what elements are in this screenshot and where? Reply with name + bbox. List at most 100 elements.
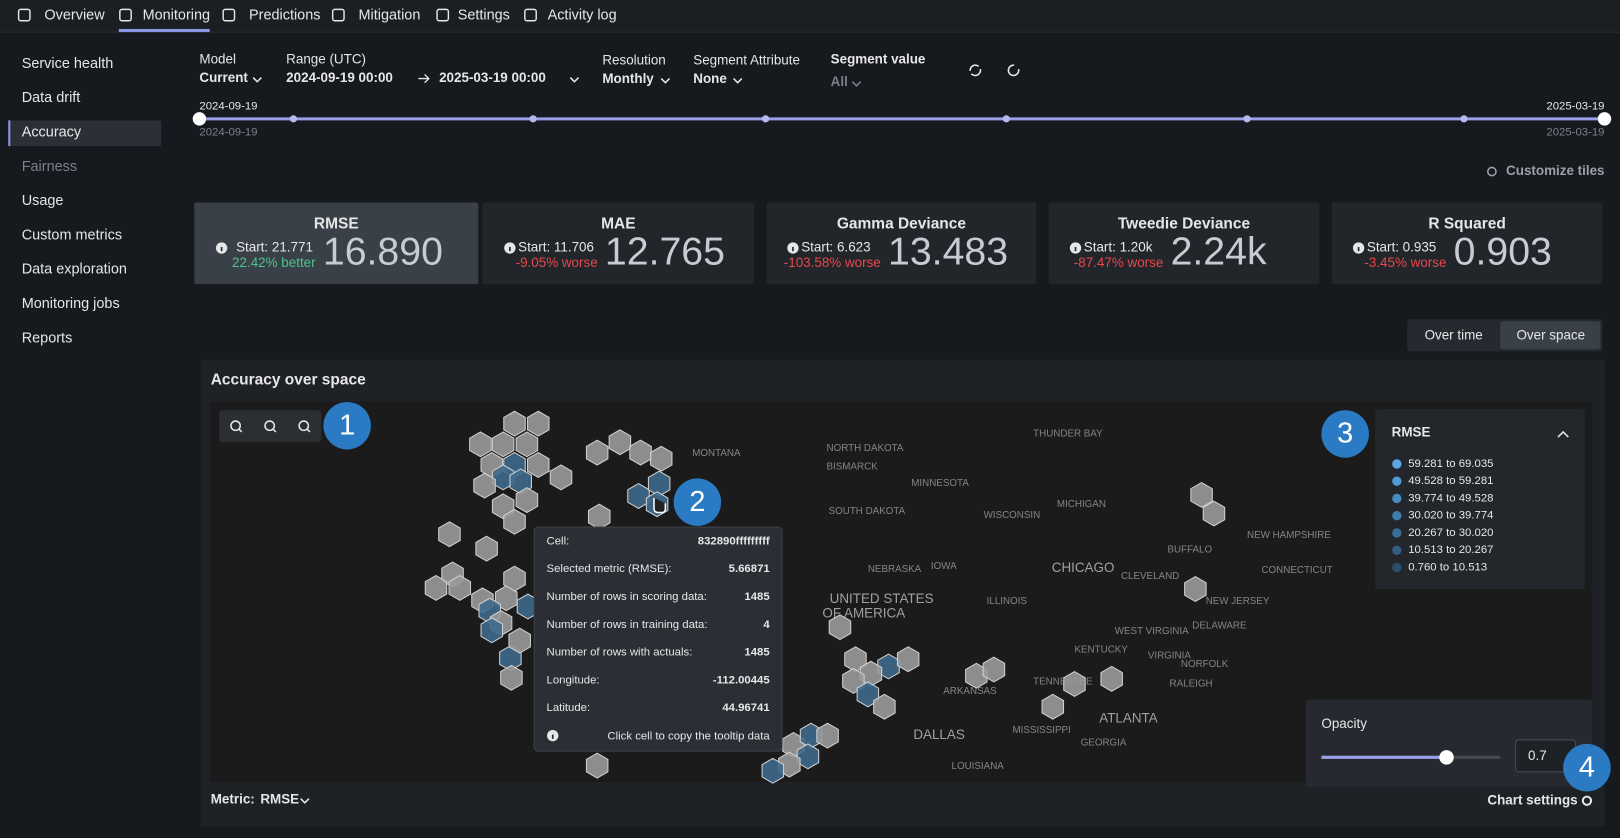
customize-tiles[interactable]: Customize tiles [1506, 163, 1604, 178]
nav-tab[interactable]: Mitigation [359, 7, 421, 23]
slider-thumb[interactable] [1439, 750, 1454, 765]
info-icon-mark [1357, 246, 1360, 252]
map-label: ATLANTA [1099, 711, 1157, 726]
legend-swatch [1392, 511, 1402, 521]
reset-button[interactable] [1007, 64, 1020, 77]
sidebar-item[interactable]: Accuracy [22, 125, 82, 141]
map-cell[interactable] [796, 743, 820, 770]
map-cell[interactable] [469, 431, 492, 458]
info-icon-mark [792, 246, 794, 252]
map-cell[interactable] [475, 535, 498, 562]
tooltip-value: 44.96741 [722, 702, 769, 714]
settings-icon [1581, 795, 1593, 806]
map-cell[interactable] [896, 646, 920, 673]
metric-label: Metric: [211, 791, 255, 806]
legend-label: 49.528 to 59.281 [1408, 475, 1493, 487]
map-cell[interactable] [585, 439, 609, 466]
metric-value[interactable]: RMSE [260, 791, 299, 806]
sidebar-item[interactable]: Monitoring jobs [22, 296, 120, 312]
map-cell[interactable] [585, 752, 609, 779]
metric-tile[interactable] [1331, 202, 1603, 285]
filter-label: Segment value [831, 52, 926, 67]
zoom-button[interactable] [230, 420, 241, 432]
map-cell[interactable] [503, 565, 526, 592]
map-cell[interactable] [508, 627, 531, 654]
nav-tab[interactable]: Predictions [249, 7, 321, 23]
map-cell[interactable] [515, 431, 539, 458]
nav-tab[interactable]: Monitoring [143, 7, 210, 23]
nav-tab[interactable]: Settings [458, 7, 510, 23]
tile-start: Start: 0.935 [1367, 240, 1436, 255]
map-cell[interactable] [649, 445, 673, 472]
sidebar-item[interactable]: Custom metrics [22, 227, 122, 243]
sidebar-item[interactable]: Service health [22, 56, 114, 72]
filter-value[interactable]: Monthly [602, 71, 654, 86]
active-tab-underline [118, 28, 210, 33]
map-cell[interactable] [424, 574, 448, 601]
range-arrow [418, 73, 430, 84]
map-cell[interactable] [473, 472, 496, 499]
map-cell[interactable] [816, 722, 839, 749]
metric-tile[interactable] [1048, 202, 1320, 285]
map-cell[interactable] [500, 664, 523, 691]
tile-start: Start: 6.623 [801, 240, 870, 255]
map-cell[interactable] [608, 429, 632, 456]
map-cell[interactable] [1063, 671, 1086, 698]
map-label: THUNDER BAY [1033, 429, 1103, 440]
panel-title: Accuracy over space [211, 371, 366, 388]
map-cell[interactable] [1190, 481, 1213, 508]
map-cell[interactable] [828, 614, 852, 641]
tab-icon [17, 8, 31, 22]
tile-change: -9.05% worse [516, 255, 598, 270]
chart-settings[interactable]: Chart settings [1487, 792, 1577, 807]
map-cell[interactable] [1202, 500, 1226, 527]
map-label: NEW JERSEY [1206, 596, 1270, 607]
tile-value: 2.24k [1171, 230, 1267, 274]
map-cell[interactable] [503, 410, 526, 437]
map-cell[interactable] [527, 451, 550, 478]
map-cell[interactable] [761, 757, 785, 784]
map-cell[interactable] [873, 693, 896, 720]
timeline-handle[interactable] [1597, 112, 1612, 126]
filter-value[interactable]: 2024-09-19 00:00 [286, 70, 393, 85]
legend-swatch [1392, 493, 1402, 504]
sidebar-item[interactable]: Data drift [22, 90, 81, 106]
sidebar-item[interactable]: Usage [22, 193, 64, 209]
map-cell[interactable] [527, 410, 550, 437]
collapse-icon[interactable] [1557, 430, 1569, 438]
filter-value[interactable]: Current [199, 70, 248, 85]
refresh-button[interactable] [969, 64, 982, 77]
map-cell[interactable] [1184, 575, 1207, 602]
map-cell[interactable] [503, 508, 526, 535]
map-cell[interactable] [448, 574, 472, 601]
map-cell[interactable] [480, 617, 504, 644]
map-label: BUFFALO [1167, 544, 1212, 555]
zoom-button[interactable] [298, 420, 310, 432]
nav-tab[interactable]: Activity log [548, 7, 617, 23]
callout-badge [673, 478, 722, 526]
map-cell[interactable] [629, 439, 652, 466]
map-cell[interactable] [982, 656, 1006, 683]
map-cell[interactable] [549, 464, 573, 491]
metric-tile[interactable] [482, 202, 755, 285]
map-cell[interactable] [515, 487, 539, 514]
zoom-button[interactable] [264, 420, 276, 432]
map-label: MONTANA [692, 448, 741, 459]
map-cell[interactable] [1041, 693, 1065, 720]
filter-value[interactable]: 2025-03-19 00:00 [439, 70, 546, 85]
nav-tab[interactable]: Overview [44, 7, 105, 23]
sidebar-item[interactable]: Reports [22, 330, 73, 346]
metric-tile[interactable] [194, 202, 479, 285]
map-cell[interactable] [491, 464, 515, 491]
toggle-option[interactable]: Over space [1516, 327, 1585, 342]
sidebar-item[interactable]: Data exploration [22, 262, 127, 278]
map-cell[interactable] [438, 521, 461, 548]
timeline-dot [1243, 115, 1251, 123]
map-cell[interactable] [491, 431, 515, 458]
toggle-option[interactable]: Over time [1425, 327, 1483, 342]
filter-value[interactable]: None [693, 71, 727, 86]
map-cell[interactable] [1100, 665, 1123, 692]
filter-value[interactable]: All [831, 74, 848, 89]
metric-tile[interactable] [766, 202, 1037, 285]
timeline-handle[interactable] [192, 112, 207, 126]
